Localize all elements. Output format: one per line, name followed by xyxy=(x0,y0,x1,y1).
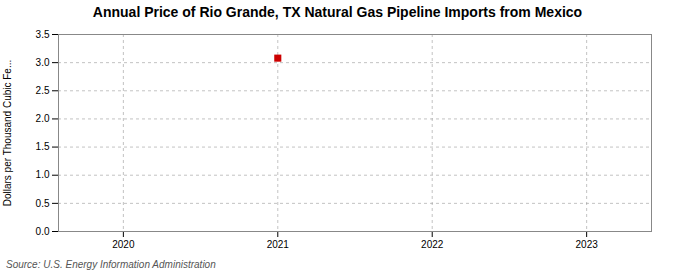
svg-text:Dollars per Thousand Cubic Fe.: Dollars per Thousand Cubic Fe... xyxy=(2,60,13,207)
html-text:Annual Price of Rio Grande, TX: Annual Price of Rio Grande, TX Natural G… xyxy=(92,4,583,20)
svg-text:1.0: 1.0 xyxy=(36,169,50,180)
svg-text:3.5: 3.5 xyxy=(36,29,50,40)
svg-text:2021: 2021 xyxy=(267,239,290,250)
html-text:Source: U.S. Energy Informatio: Source: U.S. Energy Information Administ… xyxy=(6,259,216,270)
svg-text:0.5: 0.5 xyxy=(36,198,50,209)
svg-text:1.5: 1.5 xyxy=(36,141,50,152)
svg-text:2022: 2022 xyxy=(421,239,444,250)
svg-text:2023: 2023 xyxy=(576,239,599,250)
svg-text:3.0: 3.0 xyxy=(36,57,50,68)
svg-text:0.0: 0.0 xyxy=(36,226,50,237)
svg-text:2020: 2020 xyxy=(112,239,135,250)
svg-text:2.0: 2.0 xyxy=(36,113,50,124)
svg-text:2.5: 2.5 xyxy=(36,85,50,96)
